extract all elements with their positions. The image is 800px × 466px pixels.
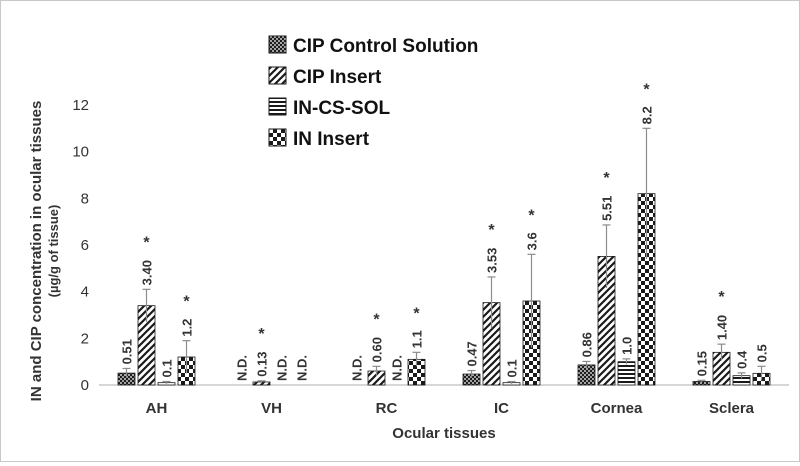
significance-star-s1-ah: *: [143, 234, 150, 251]
y-tick-label-3: 6: [81, 237, 89, 254]
value-label-s1-ah: 3.40: [140, 260, 155, 285]
value-label-s2-rc: N.D.: [390, 355, 405, 381]
value-label-s3-cornea: 8.2: [640, 106, 655, 124]
value-label-s3-ic: 3.6: [525, 232, 540, 250]
y-tick-label-6: 12: [72, 97, 89, 114]
legend-swatch-0: [268, 35, 287, 54]
y-tick-label-5: 10: [72, 144, 89, 161]
x-category-vh: VH: [261, 400, 282, 417]
value-label-s1-cornea: 5.51: [600, 196, 615, 221]
y-axis-title-unit: (µg/g of tissue): [46, 205, 61, 298]
significance-star-s1-ic: *: [488, 222, 495, 239]
x-axis-title: Ocular tissues: [392, 425, 495, 442]
value-label-s1-sclera: 1.40: [715, 315, 730, 340]
value-label-s3-sclera: 0.5: [755, 344, 770, 362]
value-label-s2-sclera: 0.4: [735, 350, 750, 369]
y-axis-title: IN and CIP concentration in ocular tissu…: [28, 101, 61, 402]
legend-swatch-2: [268, 97, 287, 116]
legend-label-3: IN Insert: [293, 129, 370, 150]
significance-star-s1-rc: *: [373, 311, 380, 328]
value-label-s2-vh: N.D.: [275, 355, 290, 381]
value-label-s0-vh: N.D.: [235, 355, 250, 381]
legend-swatch-3: [268, 128, 287, 147]
error-bars-layer: [122, 127, 766, 384]
y-axis-title-main: IN and CIP concentration in ocular tissu…: [28, 101, 45, 402]
significance-star-s3-ic: *: [528, 207, 535, 224]
legend-label-2: IN-CS-SOL: [293, 98, 391, 119]
value-labels-layer: 0.51 N.D. N.D. 0.47 0.86 0.15 3.40 * 0.13 * 0.60 * 3…: [120, 81, 770, 381]
x-category-ah: AH: [146, 400, 168, 417]
x-category-rc: RC: [376, 400, 398, 417]
x-category-ic: IC: [494, 400, 509, 417]
legend-swatch-1: [268, 66, 287, 85]
value-label-s3-rc: 1.1: [410, 330, 425, 348]
value-label-s2-ic: 0.1: [505, 359, 520, 377]
value-label-s2-cornea: 1.0: [620, 337, 635, 355]
value-label-s0-ah: 0.51: [120, 339, 135, 364]
value-label-s2-ah: 0.1: [160, 359, 175, 377]
significance-star-s3-ah: *: [183, 294, 190, 311]
value-label-s0-ic: 0.47: [465, 341, 480, 366]
bars-layer: [117, 193, 771, 386]
significance-star-s3-rc: *: [413, 305, 420, 322]
y-tick-label-1: 2: [81, 330, 89, 347]
significance-star-s1-vh: *: [258, 326, 265, 343]
legend-label-1: CIP Insert: [293, 67, 382, 88]
value-label-s0-rc: N.D.: [350, 355, 365, 381]
y-tick-label-4: 8: [81, 190, 89, 207]
value-label-s1-ic: 3.53: [485, 248, 500, 273]
significance-star-s1-cornea: *: [603, 170, 610, 187]
legend: CIP Control Solution CIP Insert IN-CS-SOL I…: [268, 35, 478, 150]
y-axis-ticks: 0 2 4 6 8 10 12: [72, 97, 89, 394]
value-label-s3-ah: 1.2: [180, 319, 195, 337]
x-category-cornea: Cornea: [591, 400, 643, 417]
value-label-s1-rc: 0.60: [370, 337, 385, 362]
x-axis-categories: AH VH RC IC Cornea Sclera: [146, 400, 755, 417]
y-tick-label-2: 4: [81, 284, 89, 301]
significance-star-s1-sclera: *: [718, 289, 725, 306]
significance-star-s3-cornea: *: [643, 81, 650, 98]
x-category-sclera: Sclera: [709, 400, 755, 417]
value-label-s3-vh: N.D.: [295, 355, 310, 381]
value-label-s1-vh: 0.13: [255, 351, 270, 376]
bar-s2-cornea: [617, 361, 636, 386]
legend-label-0: CIP Control Solution: [293, 36, 478, 57]
value-label-s0-sclera: 0.15: [695, 351, 710, 376]
y-tick-label-0: 0: [81, 377, 89, 394]
value-label-s0-cornea: 0.86: [580, 332, 595, 357]
